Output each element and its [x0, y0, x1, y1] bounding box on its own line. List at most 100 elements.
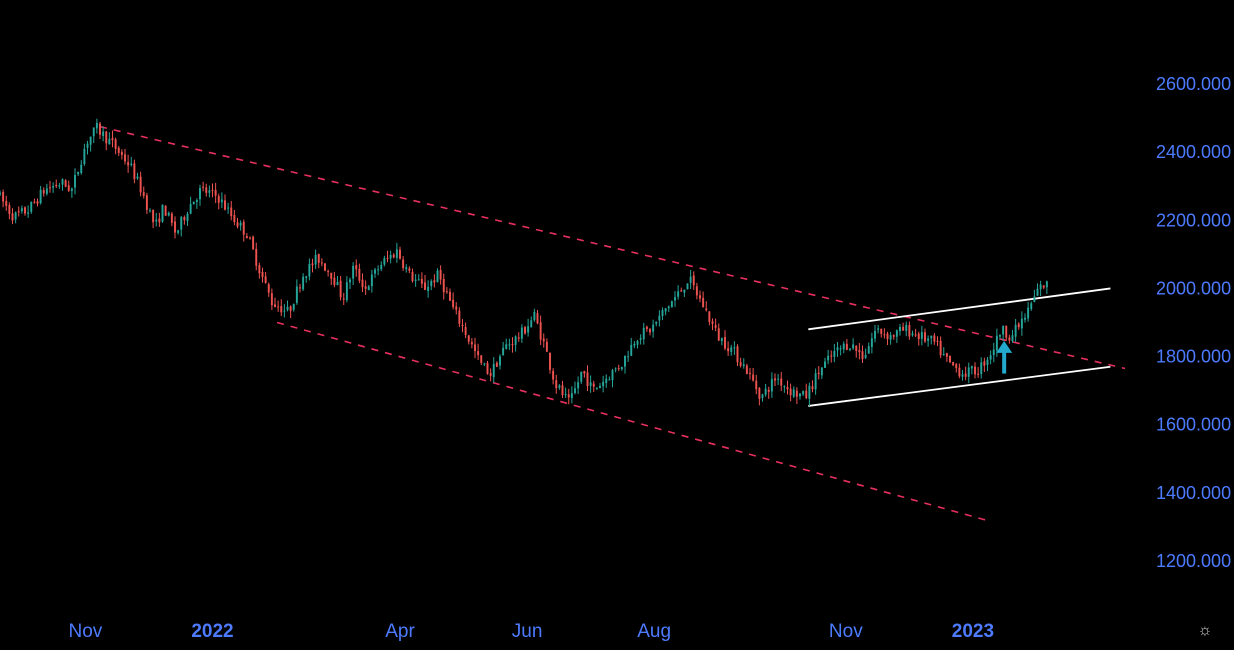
- time-tick-label: Nov: [829, 621, 863, 642]
- candle-body: [270, 293, 273, 306]
- candle-body: [864, 354, 867, 358]
- candle-body: [349, 279, 351, 283]
- candle-body: [1020, 318, 1023, 329]
- candle-body: [852, 344, 855, 349]
- candle-body: [433, 280, 436, 283]
- time-tick-label: Apr: [385, 621, 415, 642]
- candle-body: [755, 380, 758, 390]
- candle-body: [855, 345, 858, 351]
- candle-body: [642, 327, 645, 340]
- price-axis[interactable]: 2600.000 2400.000 2200.000 2000.000 1800.000…: [1156, 74, 1231, 571]
- candle-body: [639, 338, 642, 340]
- candle-body: [186, 213, 189, 222]
- candle-body: [967, 367, 970, 377]
- candle-body: [727, 348, 730, 352]
- candle-body: [999, 335, 1001, 337]
- candle-body: [880, 328, 883, 334]
- channel-upper-line: [808, 287, 1111, 331]
- candle-body: [380, 265, 383, 270]
- candle-body: [77, 171, 80, 175]
- candle-body: [774, 378, 776, 381]
- candle-body: [427, 286, 430, 291]
- candle-body: [914, 334, 917, 336]
- time-axis[interactable]: Nov 2022 Apr Jun Aug Nov 2023: [69, 621, 995, 642]
- candle-body: [711, 321, 714, 324]
- candle-body: [986, 359, 989, 365]
- candle-body: [670, 301, 673, 308]
- candle-body: [905, 325, 908, 331]
- gear-icon[interactable]: ☼: [1197, 622, 1213, 639]
- candle-body: [802, 391, 805, 395]
- candle-body: [667, 306, 670, 309]
- price-tick-label: 2600.000: [1156, 74, 1231, 94]
- candle-body: [289, 306, 292, 311]
- candle-body: [961, 374, 964, 377]
- candle-body: [442, 279, 445, 293]
- candle-body: [208, 190, 211, 193]
- candle-body: [974, 366, 976, 375]
- candle-body: [70, 188, 73, 191]
- candle-body: [330, 272, 333, 279]
- candle-body: [336, 281, 339, 286]
- candle-body: [227, 207, 230, 209]
- candle-body: [777, 378, 780, 380]
- candle-body: [886, 333, 889, 339]
- candle-body: [608, 379, 611, 381]
- candle-body: [633, 343, 636, 346]
- candle-body: [820, 367, 823, 376]
- candle-body: [55, 184, 58, 187]
- candle-body: [964, 373, 967, 377]
- candle-body: [680, 290, 683, 292]
- candle-body: [127, 162, 130, 166]
- annotations: [996, 340, 1013, 374]
- candle-body: [942, 353, 945, 355]
- candle-body: [564, 394, 567, 396]
- candle-body: [692, 275, 695, 286]
- candle-body: [636, 341, 639, 345]
- candle-body: [927, 338, 930, 341]
- candle-body: [327, 271, 330, 273]
- candle-body: [645, 326, 648, 330]
- candle-body: [377, 269, 380, 271]
- candle-body: [895, 330, 898, 337]
- candle-body: [939, 340, 942, 356]
- candle-body: [499, 356, 501, 366]
- candle-body: [780, 378, 783, 386]
- time-tick-label: 2022: [191, 621, 233, 642]
- candle-body: [492, 363, 495, 378]
- candle-body: [386, 257, 389, 259]
- price-tick-label: 1600.000: [1156, 415, 1231, 435]
- candle-body: [930, 335, 933, 339]
- candle-body: [602, 381, 605, 387]
- candle-body: [361, 279, 364, 288]
- candle-body: [452, 299, 455, 308]
- candle-body: [205, 187, 208, 193]
- candle-body: [552, 370, 555, 380]
- candle-body: [192, 201, 195, 205]
- candle-body: [605, 378, 608, 384]
- candle-body: [461, 325, 464, 327]
- candle-body: [67, 185, 70, 191]
- candle-body: [239, 222, 242, 226]
- candle-body: [86, 143, 89, 148]
- candle-body: [99, 123, 101, 135]
- candle-body: [742, 364, 745, 367]
- candle-body: [177, 230, 180, 233]
- candle-body: [320, 262, 323, 264]
- candle-body: [830, 355, 833, 357]
- candle-body: [714, 325, 717, 328]
- candle-body: [858, 350, 861, 353]
- candle-body: [542, 338, 545, 342]
- candle-body: [292, 304, 295, 310]
- price-tick-label: 1200.000: [1156, 551, 1231, 571]
- candle-body: [558, 385, 561, 388]
- candle-body: [724, 336, 726, 349]
- candle-body: [720, 338, 723, 342]
- candle-body: [664, 308, 667, 312]
- candle-body: [8, 205, 11, 214]
- candle-body: [464, 327, 467, 335]
- candle-body: [845, 343, 848, 350]
- candle-body: [530, 320, 533, 328]
